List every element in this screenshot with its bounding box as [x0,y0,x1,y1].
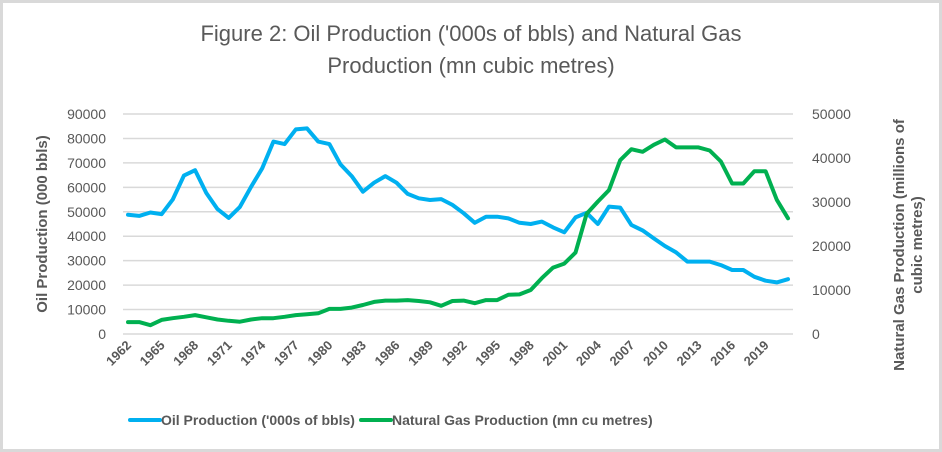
series-lines [126,126,790,328]
legend-label-gas: Natural Gas Production (mn cu metres) [392,412,653,428]
y-tick-label: 10000 [67,302,106,318]
x-tick-label: 2001 [539,338,570,369]
x-tick-label: 1971 [204,338,235,369]
y-tick-label: 0 [98,326,106,342]
x-tick-label: 1977 [271,338,302,369]
y2-tick-label: 10000 [812,282,851,298]
x-tick-label: 2007 [606,338,637,369]
y-tick-label: 30000 [67,253,106,269]
x-tick-label: 1974 [237,337,269,369]
x-tick-label: 1995 [472,338,503,369]
legend-label-oil: Oil Production ('000s of bbls) [161,412,355,428]
x-tick-label: 1986 [372,338,403,369]
y2-axis-title-line2: cubic metres) [909,196,926,294]
y2-tick-label: 30000 [812,194,851,210]
series-line-oil [126,126,790,285]
chart-title-line2: Production (mn cubic metres) [327,53,615,78]
x-tick-label: 1968 [170,338,201,369]
x-tick-label: 1962 [103,338,134,369]
y-axis-title: Oil Production (000 bbls) [34,135,51,313]
x-tick-label: 1998 [506,338,537,369]
gridlines [123,113,793,335]
y-tick-label: 60000 [67,179,106,195]
x-tick-label: 1983 [338,338,369,369]
x-tick-label: 1989 [405,338,436,369]
y2-tick-label: 0 [812,326,820,342]
x-tick-label: 1992 [439,338,470,369]
y2-tick-label: 50000 [812,106,851,122]
y2-tick-label: 40000 [812,150,851,166]
series-line-gas [126,137,790,328]
x-tick-label: 2010 [640,338,671,369]
x-tick-label: 2004 [573,337,605,369]
y-tick-label: 70000 [67,155,106,171]
legend: Oil Production ('000s of bbls) Natural G… [128,412,653,428]
y2-axis-ticks: 0 10000 20000 30000 40000 50000 [812,106,851,342]
y-tick-label: 90000 [67,106,106,122]
x-tick-label: 1980 [304,338,335,369]
y-axis-ticks: 0 10000 20000 30000 40000 50000 60000 70000 8000… [67,106,106,342]
y-tick-label: 50000 [67,204,106,220]
y-tick-label: 80000 [67,130,106,146]
y2-axis-title-line1: Natural Gas Production (millions of [891,118,908,371]
chart-title-line1: Figure 2: Oil Production ('000s of bbls)… [200,21,742,46]
y2-tick-label: 20000 [812,238,851,254]
x-axis-ticks: 1962 1965 1968 1971 1974 1977 1980 1983 1986 1989… [103,337,772,369]
x-tick-label: 1965 [137,338,168,369]
y-tick-label: 20000 [67,277,106,293]
chart-title: Figure 2: Oil Production ('000s of bbls)… [0,18,942,82]
x-tick-label: 2016 [707,338,738,369]
y-tick-label: 40000 [67,228,106,244]
x-tick-label: 2019 [741,338,772,369]
x-tick-label: 2013 [674,338,705,369]
